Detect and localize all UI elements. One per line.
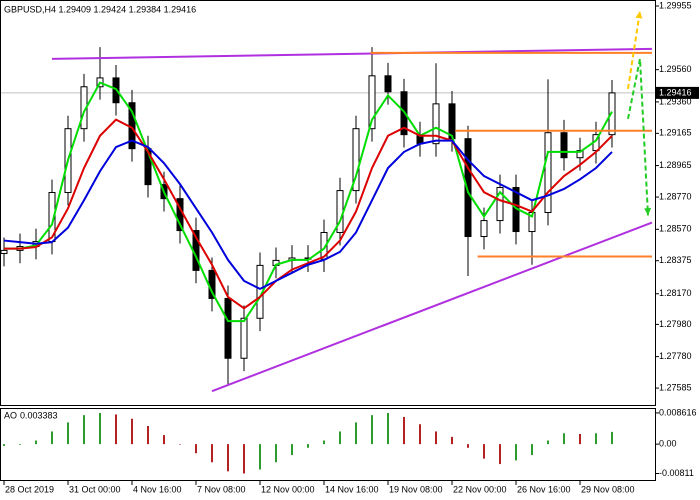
ao-title: AO [4, 410, 17, 420]
trend-line [51, 47, 653, 60]
ao-bar [611, 431, 613, 445]
ao-bar [579, 433, 581, 445]
ao-bar [83, 415, 85, 445]
ao-bar [323, 440, 325, 445]
candle-body [144, 148, 152, 186]
ao-bar [275, 444, 277, 463]
ao-current: 0.003383 [20, 410, 58, 420]
ao-bar [307, 444, 309, 448]
candle-body [224, 297, 232, 359]
x-tick-label: 29 Nov 08:00 [581, 484, 635, 494]
ao-bar [419, 424, 421, 445]
candle-body [464, 138, 472, 238]
ao-bar [51, 431, 53, 445]
candle-body [0, 249, 8, 254]
ao-bar [163, 435, 165, 445]
ao-bar [467, 444, 469, 448]
candle-body [496, 187, 504, 222]
candle-body [576, 150, 584, 159]
ao-bar [227, 444, 229, 472]
y-tick-label: 1.28965 [659, 160, 692, 170]
ao-bar [515, 444, 517, 461]
ao-bar [371, 415, 373, 445]
y-tick-label: 1.27780 [659, 351, 692, 361]
ao-frame [0, 408, 656, 481]
moving-average [3, 139, 613, 291]
ao-bar [147, 426, 149, 445]
ao-bar [339, 431, 341, 445]
x-tick-label: 22 Nov 00:00 [453, 484, 507, 494]
arrow-head [644, 208, 652, 216]
ao-bar [99, 412, 101, 445]
ao-bar [179, 444, 181, 445]
moving-average [4, 118, 613, 310]
forecast-arrow [627, 10, 641, 90]
ao-bar [259, 444, 261, 470]
x-tick-label: 31 Oct 00:00 [69, 484, 121, 494]
candle-body [480, 220, 488, 238]
ao-bar [435, 431, 437, 445]
y-tick-label: 1.27585 [659, 382, 692, 392]
candle-body [448, 103, 456, 140]
candle-body [368, 75, 376, 130]
ao-bar [499, 444, 501, 465]
ao-bar [115, 414, 117, 445]
x-tick-label: 14 Nov 16:00 [325, 484, 379, 494]
y-tick-label: 1.28170 [659, 288, 692, 298]
x-tick-label: 7 Nov 08:00 [197, 484, 246, 494]
ao-bar [355, 422, 357, 445]
x-tick-label: 28 Oct 2019 [5, 484, 54, 494]
ao-bar [131, 418, 133, 445]
x-tick-label: 12 Nov 00:00 [261, 484, 315, 494]
y-tick-label: 0.008616 [659, 407, 697, 417]
trend-line [211, 221, 653, 393]
arrow-head [635, 10, 643, 19]
x-tick-label: 26 Nov 16:00 [517, 484, 571, 494]
ao-bar [67, 422, 69, 445]
candle-body [560, 132, 568, 159]
last-price-box [656, 86, 699, 99]
y-tick-label: 1.27980 [659, 319, 692, 329]
candle-body [352, 128, 360, 192]
ao-bar [291, 444, 293, 456]
ao-bar [403, 416, 405, 445]
candle-body [544, 132, 552, 214]
ao-bar [547, 440, 549, 445]
ao-bar [595, 433, 597, 445]
candle-body [384, 75, 392, 93]
ao-bar [195, 444, 197, 454]
ao-bar [19, 444, 21, 445]
ao-bar [243, 444, 245, 474]
ao-bar [387, 412, 389, 445]
chart-title: GBPUSD,H4 1.29409 1.29424 1.29384 1.2941… [4, 4, 196, 14]
y-tick-label: 1.28375 [659, 255, 692, 265]
ao-bar [211, 444, 213, 463]
ao-bar [563, 433, 565, 445]
x-tick-label: 4 Nov 16:00 [133, 484, 182, 494]
ao-bar [451, 436, 453, 445]
main-frame [0, 0, 656, 406]
last-price-label: 1.29416 [659, 87, 692, 97]
y-tick-label: 1.29955 [659, 0, 692, 10]
y-tick-label: 1.28570 [659, 224, 692, 234]
y-tick-label: -0.00811 [659, 468, 694, 478]
candle-body [608, 92, 616, 136]
candle-body [432, 103, 440, 145]
ao-bar [3, 444, 5, 446]
y-tick-label: 1.28770 [659, 191, 692, 201]
y-tick-label: 0.00 [659, 439, 677, 449]
x-tick-label: 19 Nov 08:00 [389, 484, 443, 494]
y-tick-label: 1.29560 [659, 64, 692, 74]
ao-bar [35, 440, 37, 445]
ao-bar [483, 444, 485, 459]
forecast-arrow [627, 58, 649, 216]
y-tick-label: 1.29165 [659, 128, 692, 138]
y-tick-label: 1.29360 [659, 96, 692, 106]
candle-body [240, 317, 248, 359]
ao-bar [531, 444, 533, 456]
